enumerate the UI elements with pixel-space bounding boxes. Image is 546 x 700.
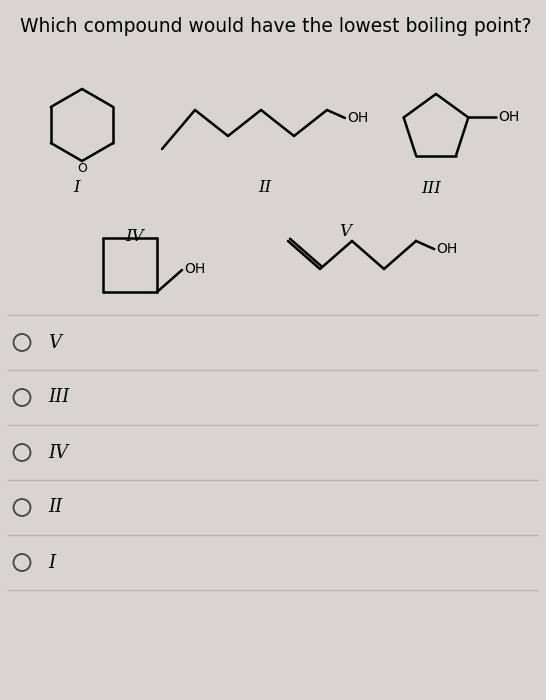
Text: OH: OH xyxy=(184,262,205,276)
Text: V: V xyxy=(48,333,61,351)
Text: V: V xyxy=(340,223,352,240)
Text: IV: IV xyxy=(126,228,144,245)
Text: OH: OH xyxy=(436,242,457,256)
Text: IV: IV xyxy=(48,444,68,461)
Text: II: II xyxy=(48,498,62,517)
Text: I: I xyxy=(48,554,55,571)
Text: OH: OH xyxy=(498,111,520,125)
Text: Which compound would have the lowest boiling point?: Which compound would have the lowest boi… xyxy=(20,17,531,36)
Text: III: III xyxy=(421,180,441,197)
Circle shape xyxy=(14,334,31,351)
Text: III: III xyxy=(48,389,69,407)
Text: OH: OH xyxy=(347,111,368,125)
Text: O: O xyxy=(77,162,87,175)
Text: II: II xyxy=(258,179,271,196)
Circle shape xyxy=(14,444,31,461)
Circle shape xyxy=(14,499,31,516)
Text: I: I xyxy=(74,179,80,196)
Circle shape xyxy=(14,554,31,571)
Circle shape xyxy=(14,389,31,406)
